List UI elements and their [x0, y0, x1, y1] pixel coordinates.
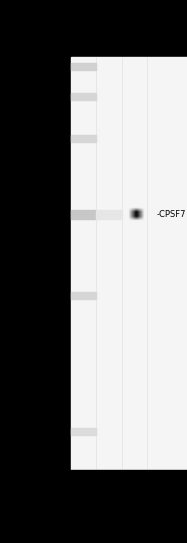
- Text: 66-: 66-: [53, 210, 67, 219]
- Bar: [71, 428, 96, 435]
- Bar: [71, 210, 96, 219]
- Text: -CPSF7: -CPSF7: [156, 210, 186, 219]
- Bar: [71, 135, 96, 142]
- Bar: [0, 0, 187, 54]
- Bar: [71, 292, 96, 300]
- Bar: [71, 57, 187, 470]
- Bar: [71, 93, 96, 100]
- Text: 116-: 116-: [48, 134, 67, 143]
- Bar: [96, 210, 122, 219]
- Bar: [71, 62, 96, 70]
- Bar: [0, 470, 187, 543]
- Text: 12-: 12-: [54, 427, 67, 436]
- Text: 180: 180: [51, 92, 67, 101]
- Text: 230-: 230-: [48, 62, 67, 71]
- Text: 40-: 40-: [54, 292, 67, 300]
